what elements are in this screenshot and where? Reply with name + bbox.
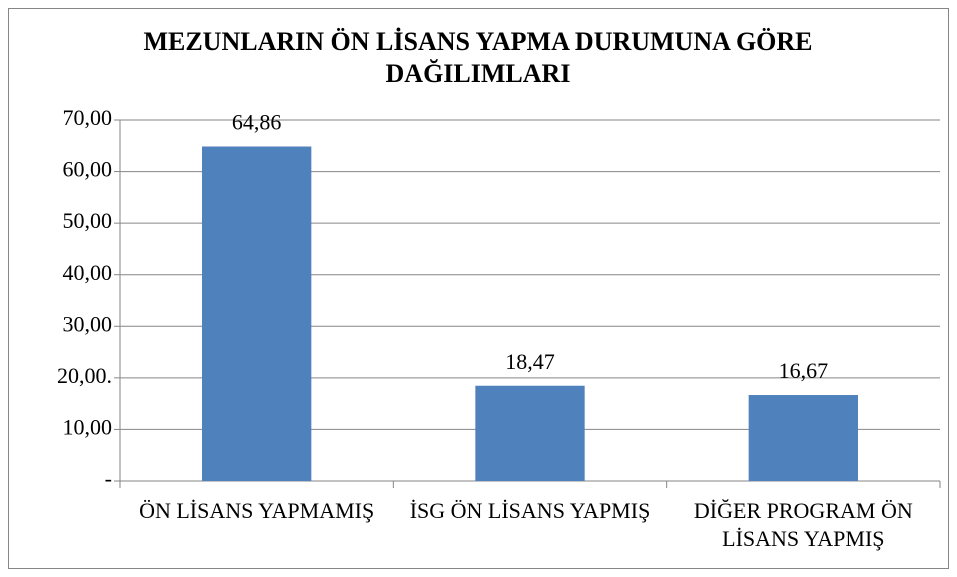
y-tick-label: 10,00	[63, 414, 113, 439]
y-tick-label: -	[105, 466, 112, 491]
chart-border	[8, 8, 949, 569]
x-tick-label: DİĞER PROGRAM ÖN LİSANS YAPMIŞ	[693, 498, 913, 551]
data-label: 18,47	[505, 349, 555, 374]
x-tick-label: İSG ÖN LİSANS YAPMIŞ	[409, 498, 651, 523]
y-tick-label: 70,00	[63, 105, 113, 130]
y-tick-label: 50,00	[63, 208, 113, 233]
data-label: 16,67	[779, 358, 829, 383]
chart-title: MEZUNLARIN ÖN LİSANS YAPMA DURUMUNA GÖRE…	[143, 27, 813, 88]
data-label: 64,86	[232, 110, 282, 135]
bar	[475, 385, 585, 481]
bar	[748, 395, 858, 481]
y-tick-label: 30,00	[63, 311, 113, 336]
y-tick-label: 20,00.	[57, 363, 112, 388]
x-tick-label: ÖN LİSANS YAPMAMIŞ	[139, 498, 375, 523]
bar	[202, 146, 312, 481]
y-tick-label: 40,00	[63, 260, 113, 285]
y-tick-label: 60,00	[63, 157, 113, 182]
